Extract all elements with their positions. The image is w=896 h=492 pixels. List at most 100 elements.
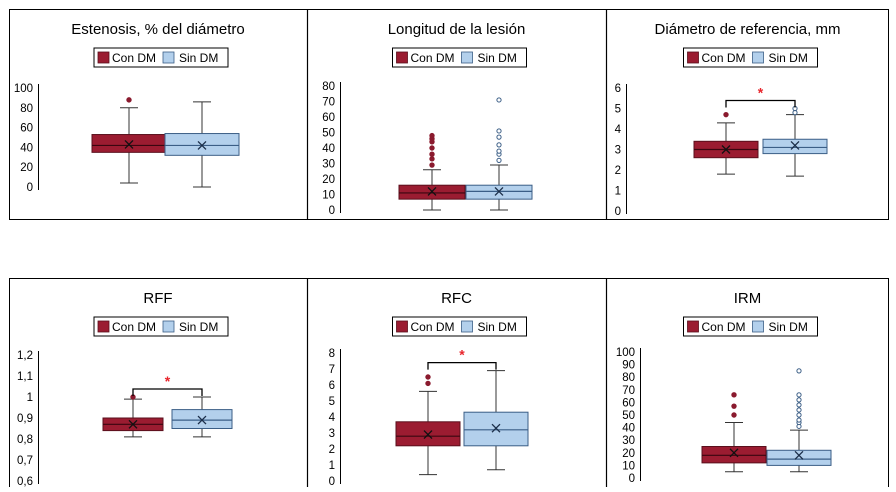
legend-swatch-con-dm	[396, 51, 408, 64]
top-row-frame	[9, 9, 889, 220]
outlier-point	[496, 148, 502, 154]
legend: Con DM Sin DM	[392, 316, 527, 337]
legend-box	[683, 47, 818, 68]
y-tick-label: 8	[329, 348, 335, 360]
legend-label-sin-dm: Sin DM	[179, 51, 218, 65]
legend-box	[683, 316, 818, 337]
outlier-point	[429, 156, 435, 162]
y-tick-label: 0	[629, 473, 635, 485]
y-tick-label: 0,7	[17, 455, 33, 467]
y-tick-label: 90	[622, 360, 635, 372]
mean-marker	[197, 140, 207, 150]
y-tick-label: 10	[322, 190, 335, 202]
outlier-point	[496, 142, 502, 148]
legend: Con DM Sin DM	[93, 47, 229, 68]
outlier-point	[796, 412, 802, 418]
iqr-box	[766, 449, 832, 466]
box-sin-dm	[164, 101, 240, 188]
y-tick-label: 0	[615, 206, 621, 218]
box-sin-dm	[463, 370, 529, 471]
outlier-point	[425, 380, 431, 387]
significance-asterisk: *	[459, 347, 465, 363]
legend-label-con-dm: Con DM	[112, 51, 156, 65]
mean-marker	[790, 140, 800, 150]
mean-marker	[427, 186, 437, 196]
outlier-point	[429, 145, 435, 151]
legend-box	[93, 316, 229, 337]
y-tick-label: 1	[329, 460, 335, 472]
outlier-point	[796, 368, 802, 374]
y-tick-label: 70	[622, 385, 635, 397]
outlier-point	[126, 97, 132, 103]
mean-marker	[491, 423, 501, 433]
y-tick-label: 20	[322, 174, 335, 186]
y-tick-label: 2	[329, 444, 335, 456]
y-tick-label: 60	[20, 123, 33, 135]
mean-marker	[197, 415, 207, 425]
outlier-point	[731, 412, 737, 418]
legend-label-con-dm: Con DM	[702, 51, 746, 65]
legend-swatch-sin-dm	[752, 320, 764, 333]
y-tick-label: 0,6	[17, 476, 33, 487]
outlier-point	[731, 392, 737, 398]
chart-title: RFF	[143, 290, 172, 307]
y-tick-label: 3	[329, 428, 335, 440]
box-sin-dm	[766, 368, 832, 473]
box-sin-dm	[171, 396, 233, 438]
chart-title: IRM	[734, 290, 762, 307]
iqr-box	[171, 409, 233, 430]
significance-bracket: *	[132, 373, 203, 396]
mean-marker	[721, 145, 731, 154]
mean-marker	[124, 139, 134, 149]
legend-label-con-dm: Con DM	[411, 51, 455, 65]
y-tick-label: 30	[622, 435, 635, 447]
y-tick-label: 50	[322, 128, 335, 140]
iqr-box	[762, 138, 828, 155]
y-tick-label: 100	[616, 347, 635, 359]
outlier-point	[723, 111, 729, 118]
y-tick-label: 0	[27, 182, 33, 194]
legend-label-sin-dm: Sin DM	[478, 320, 517, 334]
legend: Con DM Sin DM	[392, 47, 527, 68]
box-sin-dm	[465, 97, 533, 211]
y-tick-label: 5	[329, 396, 335, 408]
chart-panel-2: Longitud de la lesión Con DM Sin DM 0 10 20 30…	[322, 21, 533, 217]
iqr-box	[91, 134, 167, 153]
chart-title: Diámetro de referencia, mm	[655, 21, 841, 38]
outlier-point	[429, 151, 435, 157]
box-con-dm	[102, 394, 164, 438]
box-con-dm	[398, 132, 466, 211]
y-tick-label: 20	[622, 448, 635, 460]
outlier-point	[496, 97, 502, 103]
chart-panel-4: RFF Con DM Sin DM 0,6 0,7 0,8 0,9 1 1,1 1,2 *	[17, 290, 233, 488]
box-con-dm	[91, 97, 167, 184]
legend: Con DM Sin DM	[93, 316, 229, 337]
y-tick-label: 100	[14, 83, 33, 95]
box-con-dm	[395, 374, 461, 476]
box-con-dm	[701, 392, 767, 473]
chart-title: Estenosis, % del diámetro	[71, 21, 244, 38]
box-sin-dm	[762, 105, 828, 177]
y-tick-label: 10	[622, 460, 635, 472]
legend-label-sin-dm: Sin DM	[179, 320, 218, 334]
bracket-line	[132, 388, 203, 396]
legend-label-con-dm: Con DM	[411, 320, 455, 334]
legend-label-sin-dm: Sin DM	[769, 51, 808, 65]
y-tick-label: 40	[20, 142, 33, 154]
outlier-point	[496, 128, 502, 134]
y-tick-label: 0,9	[17, 413, 33, 425]
y-tick-label: 2	[615, 165, 621, 177]
legend: Con DM Sin DM	[683, 316, 818, 337]
y-tick-label: 6	[329, 380, 335, 392]
outlier-point	[792, 110, 798, 116]
outlier-point	[496, 134, 502, 140]
y-tick-label: 1	[615, 186, 621, 198]
legend-swatch-sin-dm	[461, 51, 473, 64]
legend-swatch-sin-dm	[752, 51, 764, 64]
y-tick-label: 80	[20, 103, 33, 115]
y-tick-label: 0	[329, 205, 335, 217]
mean-marker	[494, 186, 504, 196]
